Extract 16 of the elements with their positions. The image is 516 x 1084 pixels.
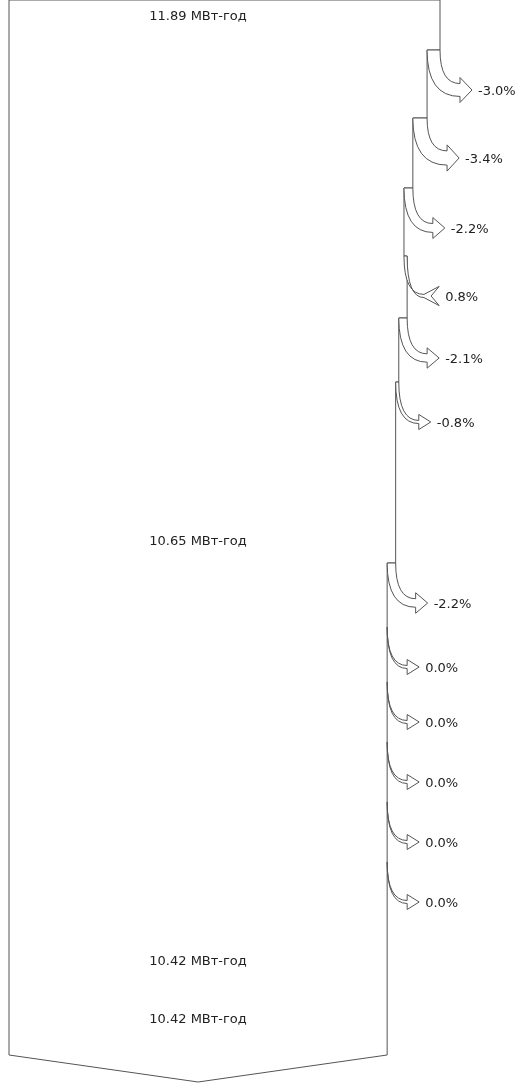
data-label: 0.0% [425,715,459,730]
text: 10.42 МВт-год [149,1011,247,1026]
data-label: -3.4% [465,151,503,166]
data-label: -0.8% [436,415,475,430]
data-label: 0.0% [425,660,459,675]
data-label: -3.0% [478,83,516,98]
text: 10.65 МВт-год [149,533,247,548]
data-label: -2.1% [445,351,483,366]
data-label: 0.0% [425,775,459,790]
data-label: 0.8% [445,289,479,304]
data-label: 0.0% [425,835,459,850]
data-label: -2.2% [433,596,472,611]
data-label: -2.2% [450,221,489,236]
text: 10.42 МВт-год [149,953,247,968]
data-label: 0.0% [425,895,459,910]
text: 11.89 МВт-год [149,8,247,23]
